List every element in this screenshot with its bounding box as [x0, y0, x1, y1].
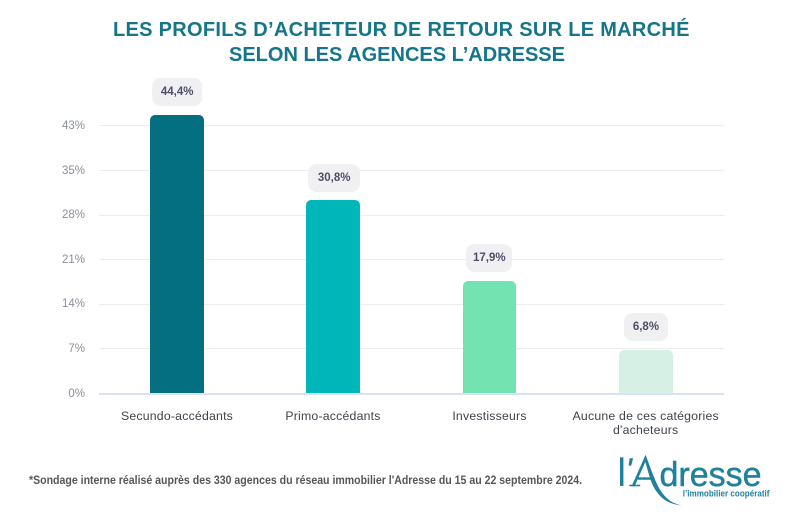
svg-text:l’immobilier coopératif: l’immobilier coopératif: [683, 488, 770, 499]
svg-text:dresse: dresse: [660, 456, 762, 494]
